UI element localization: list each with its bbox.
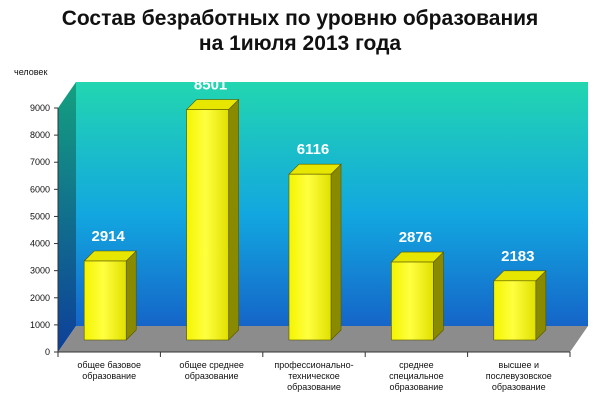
x-category-label: среднее специальное образование	[389, 360, 444, 392]
x-category-label: профессионально-техническое образование	[274, 360, 353, 392]
bar-front	[288, 173, 332, 341]
x-category-label-line: общее базовое	[77, 360, 141, 370]
x-category-label-line: образование	[82, 371, 136, 381]
x-category-label-line: образование	[287, 382, 341, 392]
x-category-label-line: образование	[390, 382, 444, 392]
x-category-label-line: послевузовское	[486, 371, 552, 381]
x-category-label-line: образование	[185, 371, 239, 381]
chart-title-line-2: на 1июля 2013 года	[198, 32, 402, 55]
y-tick-label: 1000	[30, 320, 50, 330]
bar-front	[83, 260, 127, 341]
data-label: 2183	[501, 248, 534, 265]
y-tick-label: 0	[45, 347, 50, 357]
x-category-label: общее среднее образование	[179, 360, 244, 381]
y-tick-label: 9000	[30, 103, 50, 113]
y-tick-label: 2000	[30, 293, 50, 303]
bar-side	[535, 270, 547, 341]
x-category-label-line: образование	[492, 382, 546, 392]
bar-front	[186, 109, 229, 341]
chart-title: Состав безработных по уровню образования…	[0, 6, 600, 56]
x-category-label-line: среднее	[399, 360, 434, 370]
chart-title-line-1: Состав безработных по уровню образования	[61, 7, 539, 30]
data-label: 2914	[92, 228, 126, 245]
y-tick-label: 8000	[30, 130, 50, 140]
bar-side	[330, 163, 342, 341]
bar	[493, 270, 547, 341]
data-label: 2876	[399, 229, 432, 246]
x-category-label-line: профессионально-	[274, 360, 353, 370]
y-tick-label: 7000	[30, 157, 50, 167]
x-category-label-line: общее среднее	[179, 360, 244, 370]
bar	[185, 98, 240, 341]
chart-side-wall	[58, 82, 76, 352]
bar	[390, 251, 445, 341]
bar-side	[228, 98, 239, 341]
data-label: 8501	[194, 77, 227, 94]
bar	[288, 163, 342, 341]
x-category-label: высшее и послевузовское образование	[486, 360, 552, 392]
data-label: 6116	[297, 141, 330, 158]
y-tick-label: 3000	[30, 266, 50, 276]
x-category-label: общее базовое образование	[77, 360, 141, 381]
bar	[83, 250, 137, 341]
bar-side	[433, 251, 444, 341]
x-category-label-line: техническое	[288, 371, 340, 381]
bar-front	[493, 280, 537, 341]
y-tick-label: 5000	[30, 211, 50, 221]
y-axis-label: человек	[14, 67, 47, 77]
bar-front	[391, 261, 434, 341]
bar-side	[125, 250, 137, 341]
x-category-label-line: высшее и	[499, 360, 540, 370]
y-tick-label: 4000	[30, 239, 50, 249]
y-tick-label: 6000	[30, 184, 50, 194]
x-category-label-line: специальное	[389, 371, 444, 381]
